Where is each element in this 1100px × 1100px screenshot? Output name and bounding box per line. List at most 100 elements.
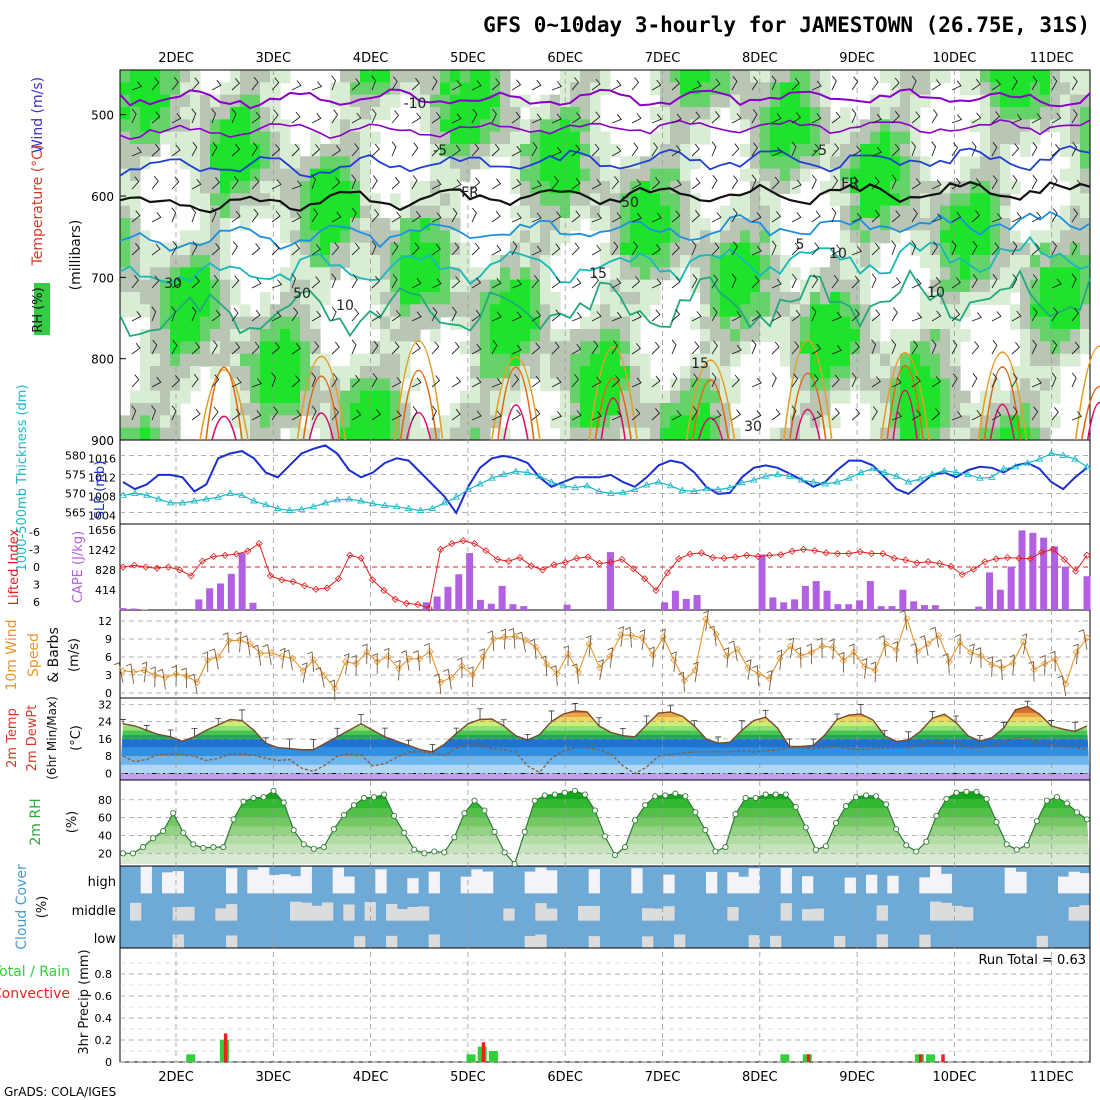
rh-shade-cell (670, 390, 681, 404)
thickness-point (190, 497, 199, 504)
rh-shade-cell (970, 279, 981, 293)
rh-shade-cell (920, 94, 931, 108)
rh-point (521, 828, 528, 835)
wind-barb (431, 375, 441, 388)
rh-shade-cell (320, 230, 331, 244)
rh-shade-cell (1070, 279, 1081, 293)
wind-barb (151, 306, 157, 322)
wind-barb (951, 373, 958, 388)
rh-tick-label: 20 (98, 847, 112, 860)
rh-shade-cell (370, 70, 381, 83)
rh-shade-cell (200, 329, 211, 342)
rh-axis-unit: (%) (65, 811, 80, 834)
temp-max-whisker (334, 727, 341, 737)
lifted-index-point (414, 600, 422, 609)
rh-point (591, 807, 599, 814)
rh-point (702, 827, 709, 834)
rh-shade-cell (290, 168, 301, 182)
wind-barb (371, 175, 378, 190)
wind-barb (1031, 339, 1038, 355)
rh-shade-cell (530, 279, 541, 293)
surface-wind-barb (283, 649, 293, 671)
rh-shade-cell (770, 218, 781, 231)
wind-barb (931, 376, 941, 388)
rh-shade-cell (350, 415, 361, 429)
rh-shade-cell (790, 70, 801, 83)
rh-shade-cell (510, 267, 521, 281)
rh-shade-cell (1070, 168, 1081, 182)
rh-shade-cell (850, 366, 861, 379)
rh-shade-cell (130, 119, 141, 133)
rh-shade-cell (290, 267, 301, 281)
rh-shade-cell (980, 168, 991, 182)
rh-shade-cell (520, 366, 531, 379)
wind-barb (531, 310, 542, 322)
rh-shade-cell (650, 267, 661, 281)
rh-shade-cell (160, 304, 171, 318)
rh-shade-cell (710, 255, 721, 268)
cloud-cell (770, 935, 782, 948)
rh-shade-cell (870, 119, 881, 133)
rh-shade-cell (290, 403, 301, 416)
lifted-index-point (947, 562, 955, 570)
rh-shade-cell (980, 218, 991, 231)
rh-shade-cell (980, 242, 991, 256)
cape-bar (1018, 530, 1026, 610)
temp-axis-title-3: (6hr Min/Max) (45, 696, 59, 780)
wind-barb (311, 310, 322, 322)
rh-shade-cell (630, 366, 641, 379)
precip-convective-bar (481, 1042, 486, 1062)
lifted-index-point (970, 565, 978, 573)
rh-shade-cell (1080, 144, 1091, 157)
rh-shade-cell (720, 279, 731, 293)
wind-barb (231, 241, 238, 256)
rh-shade-cell (840, 267, 851, 281)
rh-shade-cell (750, 94, 761, 108)
wind-barb (391, 110, 400, 124)
rh-shade-cell (780, 341, 791, 355)
wind-barb (831, 175, 839, 190)
rh-shade-cell (750, 156, 761, 170)
rh-shade-cell (120, 107, 131, 120)
warm-temperature-contour (789, 372, 827, 441)
rh-shade-cell (740, 304, 751, 318)
rh-shade-cell (850, 353, 861, 367)
rh-shade-cell (990, 168, 1001, 182)
rh-shade-cell (210, 181, 221, 194)
surface-wind-barb (423, 642, 431, 664)
rh-shade-cell (370, 390, 381, 404)
rh-shade-cell (440, 304, 451, 318)
rh-shade-cell (650, 255, 661, 268)
cape-bar (1040, 537, 1048, 610)
rh-shade-cell (900, 427, 911, 441)
rh-point (330, 826, 337, 833)
rh-shade-cell (500, 378, 511, 392)
rh-shade-cell (920, 415, 931, 429)
rh-shade-cell (380, 292, 391, 305)
rh-shade-cell (480, 279, 491, 293)
wind-barb (851, 246, 863, 256)
rh-shade-cell (770, 230, 781, 244)
rh-shade-cell (1000, 156, 1011, 170)
cloud-cell (652, 908, 664, 921)
rh-shade-cell (140, 329, 151, 342)
rh-shade-cell (1080, 82, 1091, 96)
rh-shade-cell (540, 267, 551, 281)
rh-shade-cell (700, 316, 711, 330)
wind-barb (671, 339, 677, 355)
rh-shade-cell (930, 255, 941, 268)
wind-barb (991, 372, 998, 388)
rh-shade-cell (860, 255, 871, 268)
rh-shade-cell (440, 168, 451, 182)
cloud-cell (951, 905, 963, 921)
wind-barb (331, 407, 340, 421)
rh-shade-cell (890, 205, 901, 219)
rh-shade-cell (910, 181, 921, 194)
rh-shade-cell (220, 94, 231, 108)
rh-shade-cell (890, 403, 901, 416)
rh-shade-cell (740, 316, 751, 330)
rh-shade-cell (1070, 255, 1081, 268)
lifted-index-point (436, 545, 445, 553)
wind-barb (251, 243, 261, 256)
rh-shade-cell (300, 292, 311, 305)
